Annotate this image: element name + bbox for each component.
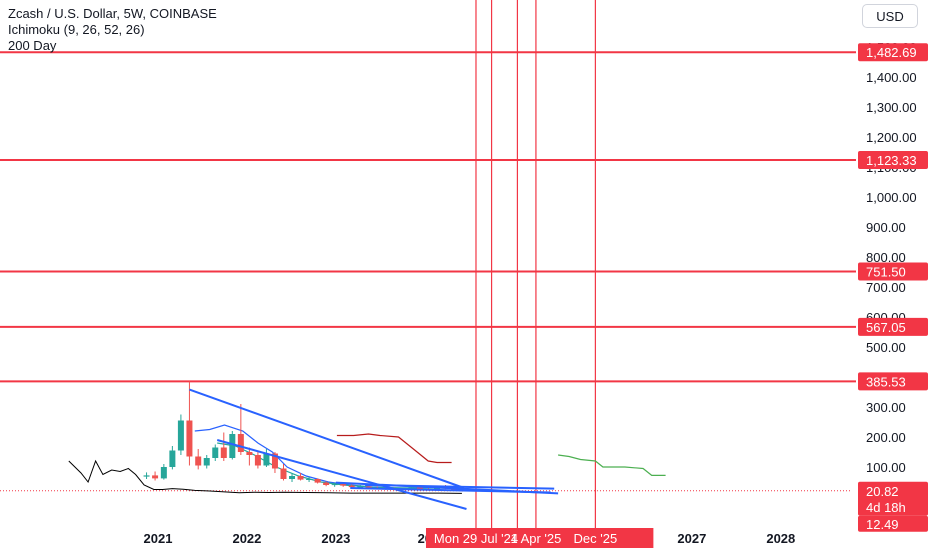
y-tick-label: 200.00 — [866, 430, 906, 445]
date-label: 1 Apr '25 — [510, 531, 561, 546]
price-level-value: 385.53 — [866, 374, 906, 389]
candle-body — [237, 434, 244, 452]
candle-body — [212, 447, 219, 458]
x-tick-label: 2028 — [766, 531, 795, 546]
price-level-label — [858, 262, 928, 281]
candle-body — [143, 475, 150, 477]
candle-body — [160, 467, 167, 479]
date-label: Mon 29 Jul '24 — [434, 531, 518, 546]
candle-body — [229, 434, 236, 458]
price-level-label — [858, 43, 928, 62]
symbol-title[interactable]: Zcash / U.S. Dollar, 5W, COINBASE — [8, 6, 217, 21]
candle-body — [348, 485, 355, 488]
candle-body — [246, 452, 253, 455]
date-label: Dec '25 — [574, 531, 618, 546]
indicator-ichimoku[interactable]: Ichimoku (9, 26, 52, 26) — [8, 22, 145, 37]
price-level-label — [858, 317, 928, 336]
ichimoku-span-series — [558, 454, 666, 476]
y-tick-label: 100.00 — [866, 460, 906, 475]
candle-body — [186, 420, 193, 457]
candle-body — [177, 420, 184, 451]
price-level-label — [858, 151, 928, 170]
candle-body — [280, 468, 287, 479]
candle-body — [331, 484, 338, 486]
low-price-label — [858, 515, 928, 532]
trendline[interactable] — [350, 487, 551, 494]
y-tick-label: 1,400.00 — [866, 70, 917, 85]
candle-body — [306, 479, 313, 480]
price-level-value: 751.50 — [866, 265, 906, 280]
candle-body — [340, 484, 347, 486]
trendline[interactable] — [189, 388, 465, 489]
date-range-label — [425, 528, 654, 548]
ichimoku-span-series — [336, 433, 452, 464]
price-level-value: 567.05 — [866, 320, 906, 335]
y-tick-label: 900.00 — [866, 220, 906, 235]
candle-body — [263, 453, 270, 466]
candle-body — [323, 482, 330, 485]
last-price-value: 20.82 — [866, 484, 899, 499]
y-tick-label: 1,200.00 — [866, 130, 917, 145]
candle-body — [416, 487, 423, 490]
candle-body — [365, 486, 372, 488]
price-level-value: 1,123.33 — [866, 153, 917, 168]
currency-button[interactable]: USD — [862, 4, 918, 28]
candle-body — [314, 479, 321, 483]
price-level-value: 1,482.69 — [866, 45, 917, 60]
candle-body — [220, 447, 227, 458]
candle-body — [203, 458, 210, 466]
candle-body — [169, 450, 176, 467]
x-tick-label: 2027 — [677, 531, 706, 546]
y-tick-label: 1,000.00 — [866, 190, 917, 205]
ma-series — [68, 459, 462, 494]
indicator-200-day[interactable]: 200 Day — [8, 38, 57, 53]
candle-body — [357, 486, 364, 488]
candle-body — [434, 487, 441, 490]
y-tick-label: 300.00 — [866, 400, 906, 415]
x-tick-label: 2022 — [232, 531, 261, 546]
candle-body — [152, 475, 159, 479]
trendline[interactable] — [216, 439, 467, 510]
y-tick-label: 800.00 — [866, 250, 906, 265]
candle-body — [408, 487, 415, 489]
y-tick-label: 700.00 — [866, 280, 906, 295]
bar-countdown: 4d 18h — [866, 500, 906, 515]
x-tick-label: 2023 — [321, 531, 350, 546]
candle-body — [289, 476, 296, 479]
trendline[interactable] — [365, 484, 555, 490]
candle-body — [297, 476, 304, 480]
y-tick-label: 500.00 — [866, 340, 906, 355]
candle-body — [195, 456, 202, 466]
y-tick-label: 1,300.00 — [866, 100, 917, 115]
last-price-label — [858, 481, 928, 516]
low-price-value: 12.49 — [866, 517, 899, 532]
chart-legend: Zcash / U.S. Dollar, 5W, COINBASE Ichimo… — [8, 6, 217, 54]
price-level-label — [858, 372, 928, 391]
candle-body — [254, 455, 261, 466]
x-tick-label: 2021 — [144, 531, 173, 546]
candle-body — [271, 453, 278, 469]
